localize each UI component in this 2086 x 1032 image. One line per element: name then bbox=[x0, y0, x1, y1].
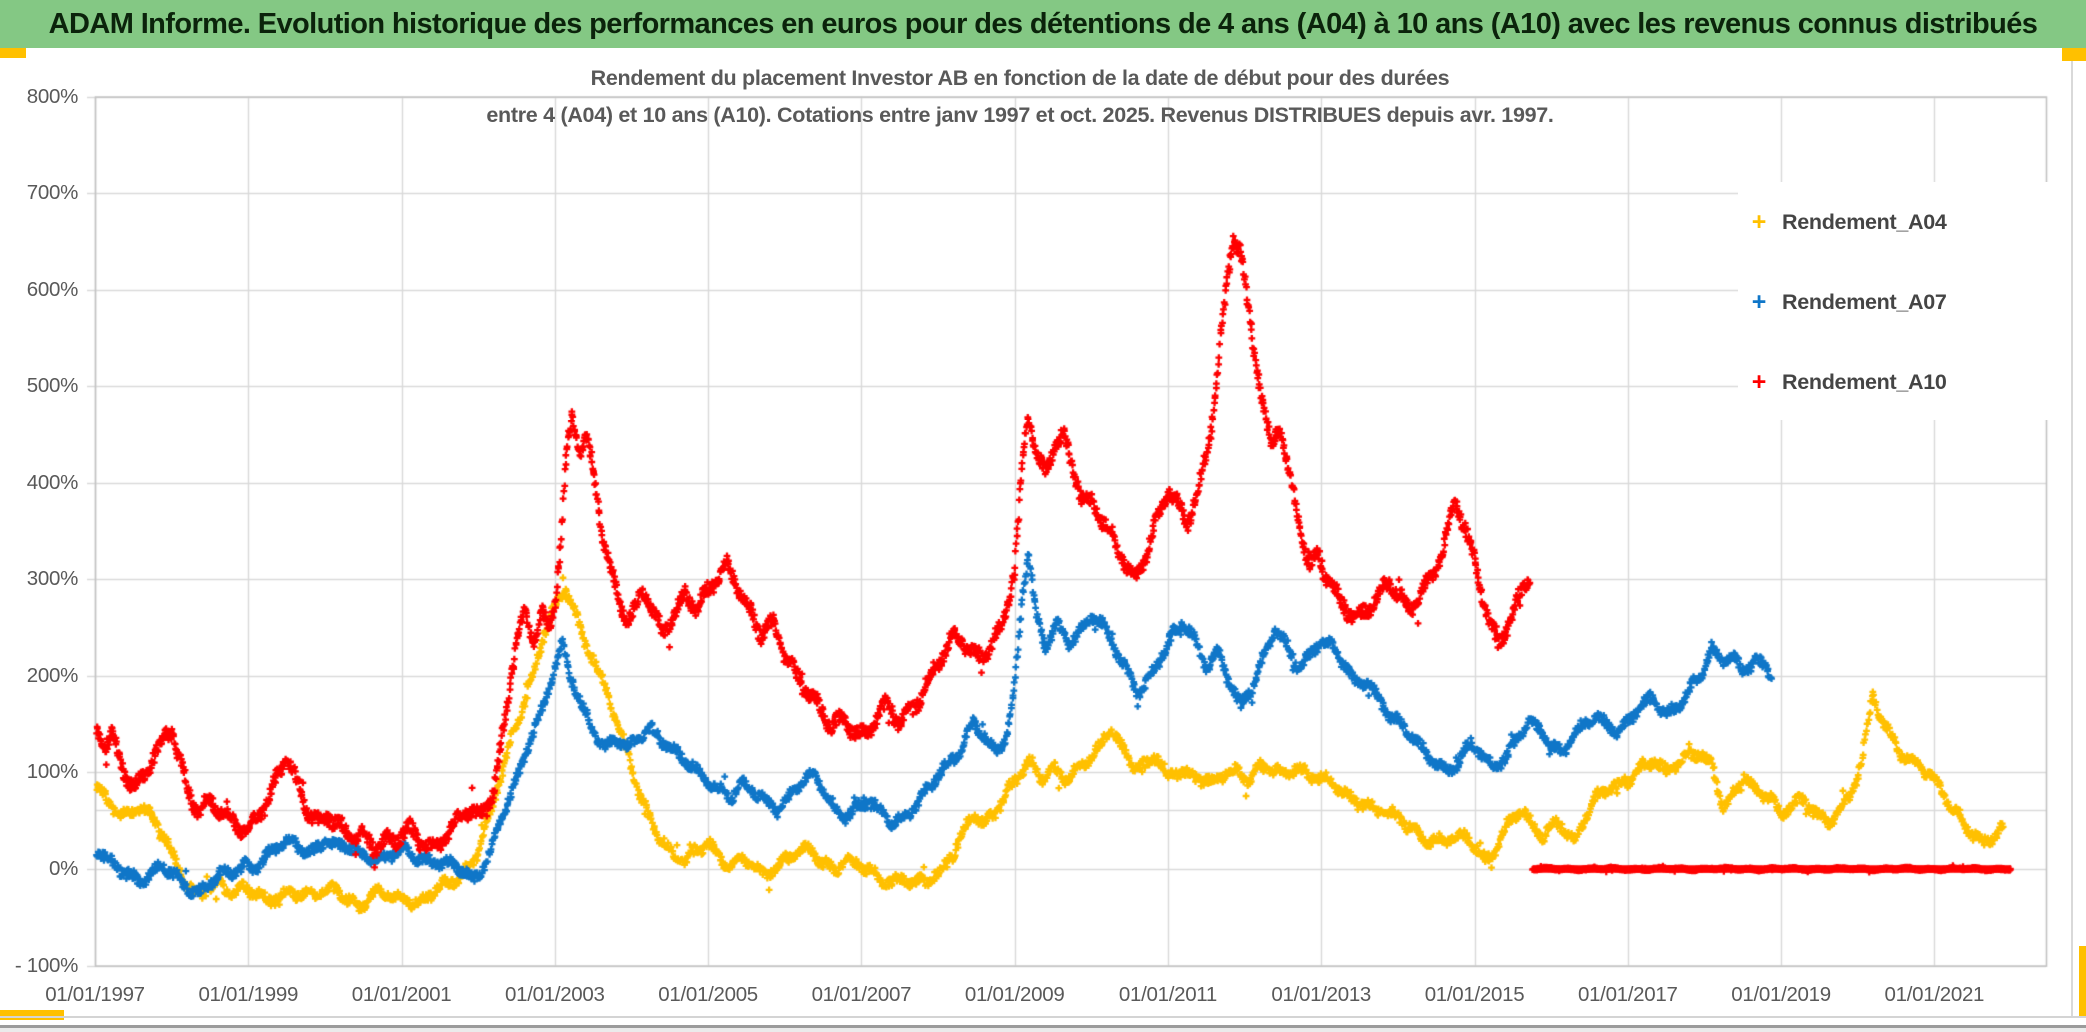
chart-title-line1: Rendement du placement Investor AB en fo… bbox=[590, 66, 1450, 90]
y-axis-tick-300: 300% bbox=[26, 567, 79, 591]
x-axis-tick-1999: 01/01/1999 bbox=[198, 983, 299, 1006]
gold-accent-top-left bbox=[0, 48, 26, 58]
plus-marker-icon-a04: + bbox=[1751, 208, 1767, 236]
y-axis-tick-700: 700% bbox=[26, 181, 79, 205]
x-axis-tick-2001: 01/01/2001 bbox=[351, 983, 452, 1006]
plus-marker-icon-a10: + bbox=[1751, 368, 1767, 396]
legend-label-a07: Rendement_A07 bbox=[1782, 289, 1947, 314]
legend: + Rendement_A04 + Rendement_A07 + Rendem… bbox=[1738, 182, 2060, 420]
header-bar: ADAM Informe. Evolution historique des p… bbox=[0, 0, 2086, 48]
x-axis-tick-2019: 01/01/2019 bbox=[1731, 983, 1831, 1006]
window-bottom-separator bbox=[0, 1016, 2086, 1018]
y-axis-tick-500: 500% bbox=[26, 374, 79, 398]
x-axis-tick-1997: 01/01/1997 bbox=[45, 983, 145, 1006]
y-axis-tick-400: 400% bbox=[26, 470, 79, 494]
header-title: ADAM Informe. Evolution historique des p… bbox=[48, 7, 2038, 40]
x-axis-tick-2013: 01/01/2013 bbox=[1271, 983, 1372, 1006]
window-bottom-edge bbox=[0, 1025, 2086, 1028]
y-axis-tick-600: 600% bbox=[26, 277, 79, 301]
legend-item-rendement-a04[interactable]: + Rendement_A04 bbox=[1744, 204, 1947, 240]
window-bottom-strip bbox=[0, 1028, 2086, 1032]
y-axis-tick-0: 0% bbox=[48, 857, 78, 880]
x-axis-tick-2017: 01/01/2017 bbox=[1577, 983, 1678, 1006]
x-axis-tick-2015: 01/01/2015 bbox=[1424, 983, 1525, 1006]
gold-accent-bottom-left bbox=[0, 1010, 64, 1020]
x-axis-tick-2007: 01/01/2007 bbox=[811, 983, 912, 1006]
x-axis-tick-2009: 01/01/2009 bbox=[964, 983, 1065, 1006]
x-axis-tick-2005: 01/01/2005 bbox=[658, 983, 758, 1006]
legend-item-rendement-a07[interactable]: + Rendement_A07 bbox=[1744, 284, 1947, 320]
gold-accent-right-edge bbox=[2079, 946, 2086, 1018]
y-axis-tick--100: - 100% bbox=[14, 953, 78, 977]
plus-marker-icon-a07: + bbox=[1751, 288, 1767, 316]
gold-accent-top-right bbox=[2062, 48, 2086, 61]
legend-label-a10: Rendement_A10 bbox=[1782, 369, 1947, 394]
legend-item-rendement-a10[interactable]: + Rendement_A10 bbox=[1744, 364, 1947, 400]
legend-label-a04: Rendement_A04 bbox=[1782, 209, 1947, 234]
y-axis-tick-100: 100% bbox=[26, 760, 79, 784]
chart-title-line2: entre 4 (A04) et 10 ans (A10). Cotations… bbox=[486, 103, 1554, 127]
chart-object-border bbox=[2071, 57, 2073, 1016]
chart-title: Rendement du placement Investor AB en fo… bbox=[0, 60, 2040, 134]
x-axis-tick-2021: 01/01/2021 bbox=[1884, 983, 1985, 1006]
y-axis-tick-800: 800% bbox=[26, 84, 79, 108]
x-axis-tick-2011: 01/01/2011 bbox=[1118, 983, 1217, 1006]
x-axis-tick-2003: 01/01/2003 bbox=[505, 983, 605, 1006]
y-axis-tick-200: 200% bbox=[26, 663, 79, 687]
